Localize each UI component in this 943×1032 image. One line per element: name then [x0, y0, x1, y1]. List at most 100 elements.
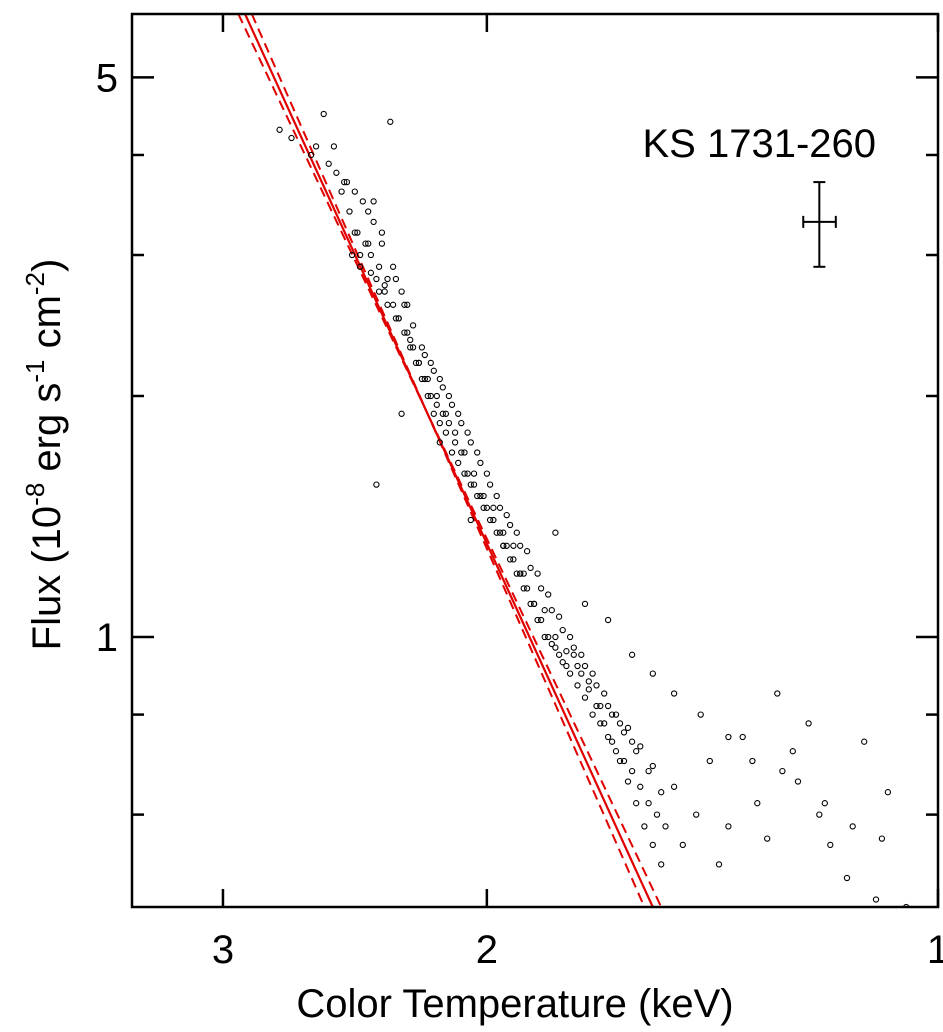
data-point [649, 670, 656, 677]
data-point [341, 178, 348, 186]
data-point [373, 275, 380, 283]
data-point [628, 767, 636, 775]
data-point [343, 178, 351, 186]
y-title-part: erg s [25, 383, 69, 483]
data-point [375, 263, 383, 270]
data-point [461, 449, 468, 456]
data-point [662, 823, 669, 830]
data-point [483, 470, 491, 477]
data-point [628, 738, 636, 745]
data-point [493, 492, 500, 500]
data-point [774, 690, 781, 697]
fit-lines [237, 14, 663, 907]
data-point [861, 738, 868, 745]
data-point [593, 682, 600, 689]
data-point [330, 143, 338, 150]
data-point [523, 548, 531, 555]
x-axis-title: Color Temperature (keV) [296, 982, 733, 1026]
data-point [480, 504, 487, 511]
data-point [641, 823, 648, 830]
data-point [903, 903, 910, 907]
data-point [764, 835, 771, 842]
data-point [439, 384, 446, 391]
data-point [574, 682, 581, 689]
data-point [523, 585, 531, 592]
data-point [552, 633, 559, 641]
data-point [559, 626, 566, 634]
data-point [442, 429, 450, 436]
data-point [555, 613, 563, 620]
data-point [706, 757, 713, 765]
representative-error-bar [802, 181, 837, 268]
data-point [581, 662, 589, 670]
y-tick-label: 1 [96, 616, 118, 660]
data-point [545, 591, 552, 598]
data-point [375, 288, 383, 295]
data-point [570, 651, 577, 658]
data-point [585, 678, 592, 685]
data-point [338, 188, 345, 195]
data-point [608, 711, 616, 718]
data-point [697, 711, 704, 718]
data-point [381, 288, 388, 295]
data-point [604, 702, 612, 710]
data-point [367, 269, 375, 276]
data-point [451, 439, 459, 446]
data-point [754, 800, 761, 807]
data-point [649, 762, 656, 770]
data-point [658, 861, 665, 868]
data-point [490, 504, 497, 511]
data-point [517, 570, 524, 577]
data-point [477, 459, 484, 467]
data-point [398, 288, 405, 295]
data-point [448, 449, 456, 456]
data-point [821, 800, 828, 807]
data-point [581, 600, 589, 608]
data-point [500, 542, 507, 549]
data-point [356, 263, 364, 270]
data-point [574, 662, 581, 670]
data-point [325, 160, 332, 167]
data-point [624, 778, 632, 785]
data-point [320, 110, 327, 118]
data-point [467, 516, 474, 524]
data-point [872, 896, 880, 903]
data-point [513, 529, 520, 536]
data-point [612, 711, 620, 718]
data-point [496, 504, 504, 511]
data-point [739, 733, 746, 741]
data-point [415, 359, 423, 367]
data-point [527, 600, 534, 608]
y-tick-label: 5 [96, 56, 118, 100]
data-point [581, 694, 589, 701]
data-point [578, 651, 585, 658]
data-point [477, 492, 484, 500]
data-point [480, 492, 487, 500]
data-point [418, 375, 426, 383]
data-point [510, 542, 517, 549]
data-point [346, 208, 353, 215]
data-point [624, 724, 632, 732]
data-point [578, 670, 585, 677]
data-point [384, 275, 391, 283]
data-point [424, 392, 431, 400]
data-point [430, 410, 437, 417]
data-point [421, 375, 428, 383]
data-point [843, 874, 851, 882]
data-point [464, 429, 471, 436]
data-point [593, 702, 600, 710]
data-point [307, 151, 315, 159]
data-point [464, 470, 471, 477]
y-axis-ticks: 51 [96, 56, 938, 816]
data-point [378, 229, 386, 236]
data-point [645, 800, 652, 807]
data-point [506, 556, 514, 563]
data-point [378, 240, 386, 247]
data-point [433, 392, 440, 400]
data-point [530, 600, 538, 608]
data-point [389, 263, 397, 270]
data-point [412, 359, 420, 367]
data-point [548, 607, 555, 614]
data-point [566, 670, 574, 677]
x-tick-label: 2 [476, 928, 498, 972]
